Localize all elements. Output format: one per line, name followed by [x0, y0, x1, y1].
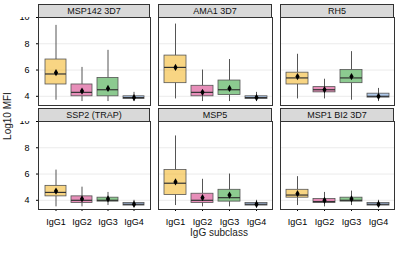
html-text:SSP2 (TRAP): SSP2 (TRAP) — [66, 110, 122, 120]
svg-text:IgG1: IgG1 — [288, 217, 308, 227]
svg-text:4: 4 — [24, 195, 29, 205]
svg-text:10: 10 — [19, 17, 29, 22]
svg-text:IgG4: IgG4 — [369, 217, 389, 227]
html-text:AMA1 3D7: AMA1 3D7 — [193, 6, 237, 16]
html-text:Log10 MFI: Log10 MFI — [1, 91, 13, 140]
html-text:MSP142 3D7: MSP142 3D7 — [67, 6, 121, 16]
svg-text:8: 8 — [24, 39, 29, 49]
svg-text:8: 8 — [24, 143, 29, 153]
svg-text:IgG1: IgG1 — [46, 217, 66, 227]
svg-text:6: 6 — [24, 169, 29, 179]
svg-text:IgG3: IgG3 — [342, 217, 362, 227]
html-text:MSP1 BI2 3D7: MSP1 BI2 3D7 — [307, 110, 367, 120]
svg-text:IgG4: IgG4 — [124, 217, 144, 227]
svg-text:IgG3: IgG3 — [98, 217, 118, 227]
html-text:IgG subclass: IgG subclass — [190, 227, 248, 238]
svg-text:6: 6 — [24, 65, 29, 75]
svg-text:IgG4: IgG4 — [247, 217, 267, 227]
svg-text:IgG2: IgG2 — [72, 217, 92, 227]
svg-text:IgG3: IgG3 — [220, 217, 240, 227]
html-text:RH5: RH5 — [328, 6, 346, 16]
svg-text:4: 4 — [24, 91, 29, 101]
svg-text:IgG2: IgG2 — [193, 217, 213, 227]
svg-text:IgG2: IgG2 — [315, 217, 335, 227]
svg-text:10: 10 — [19, 121, 29, 126]
html-text:MSP5: MSP5 — [202, 110, 228, 120]
svg-text:IgG1: IgG1 — [166, 217, 186, 227]
